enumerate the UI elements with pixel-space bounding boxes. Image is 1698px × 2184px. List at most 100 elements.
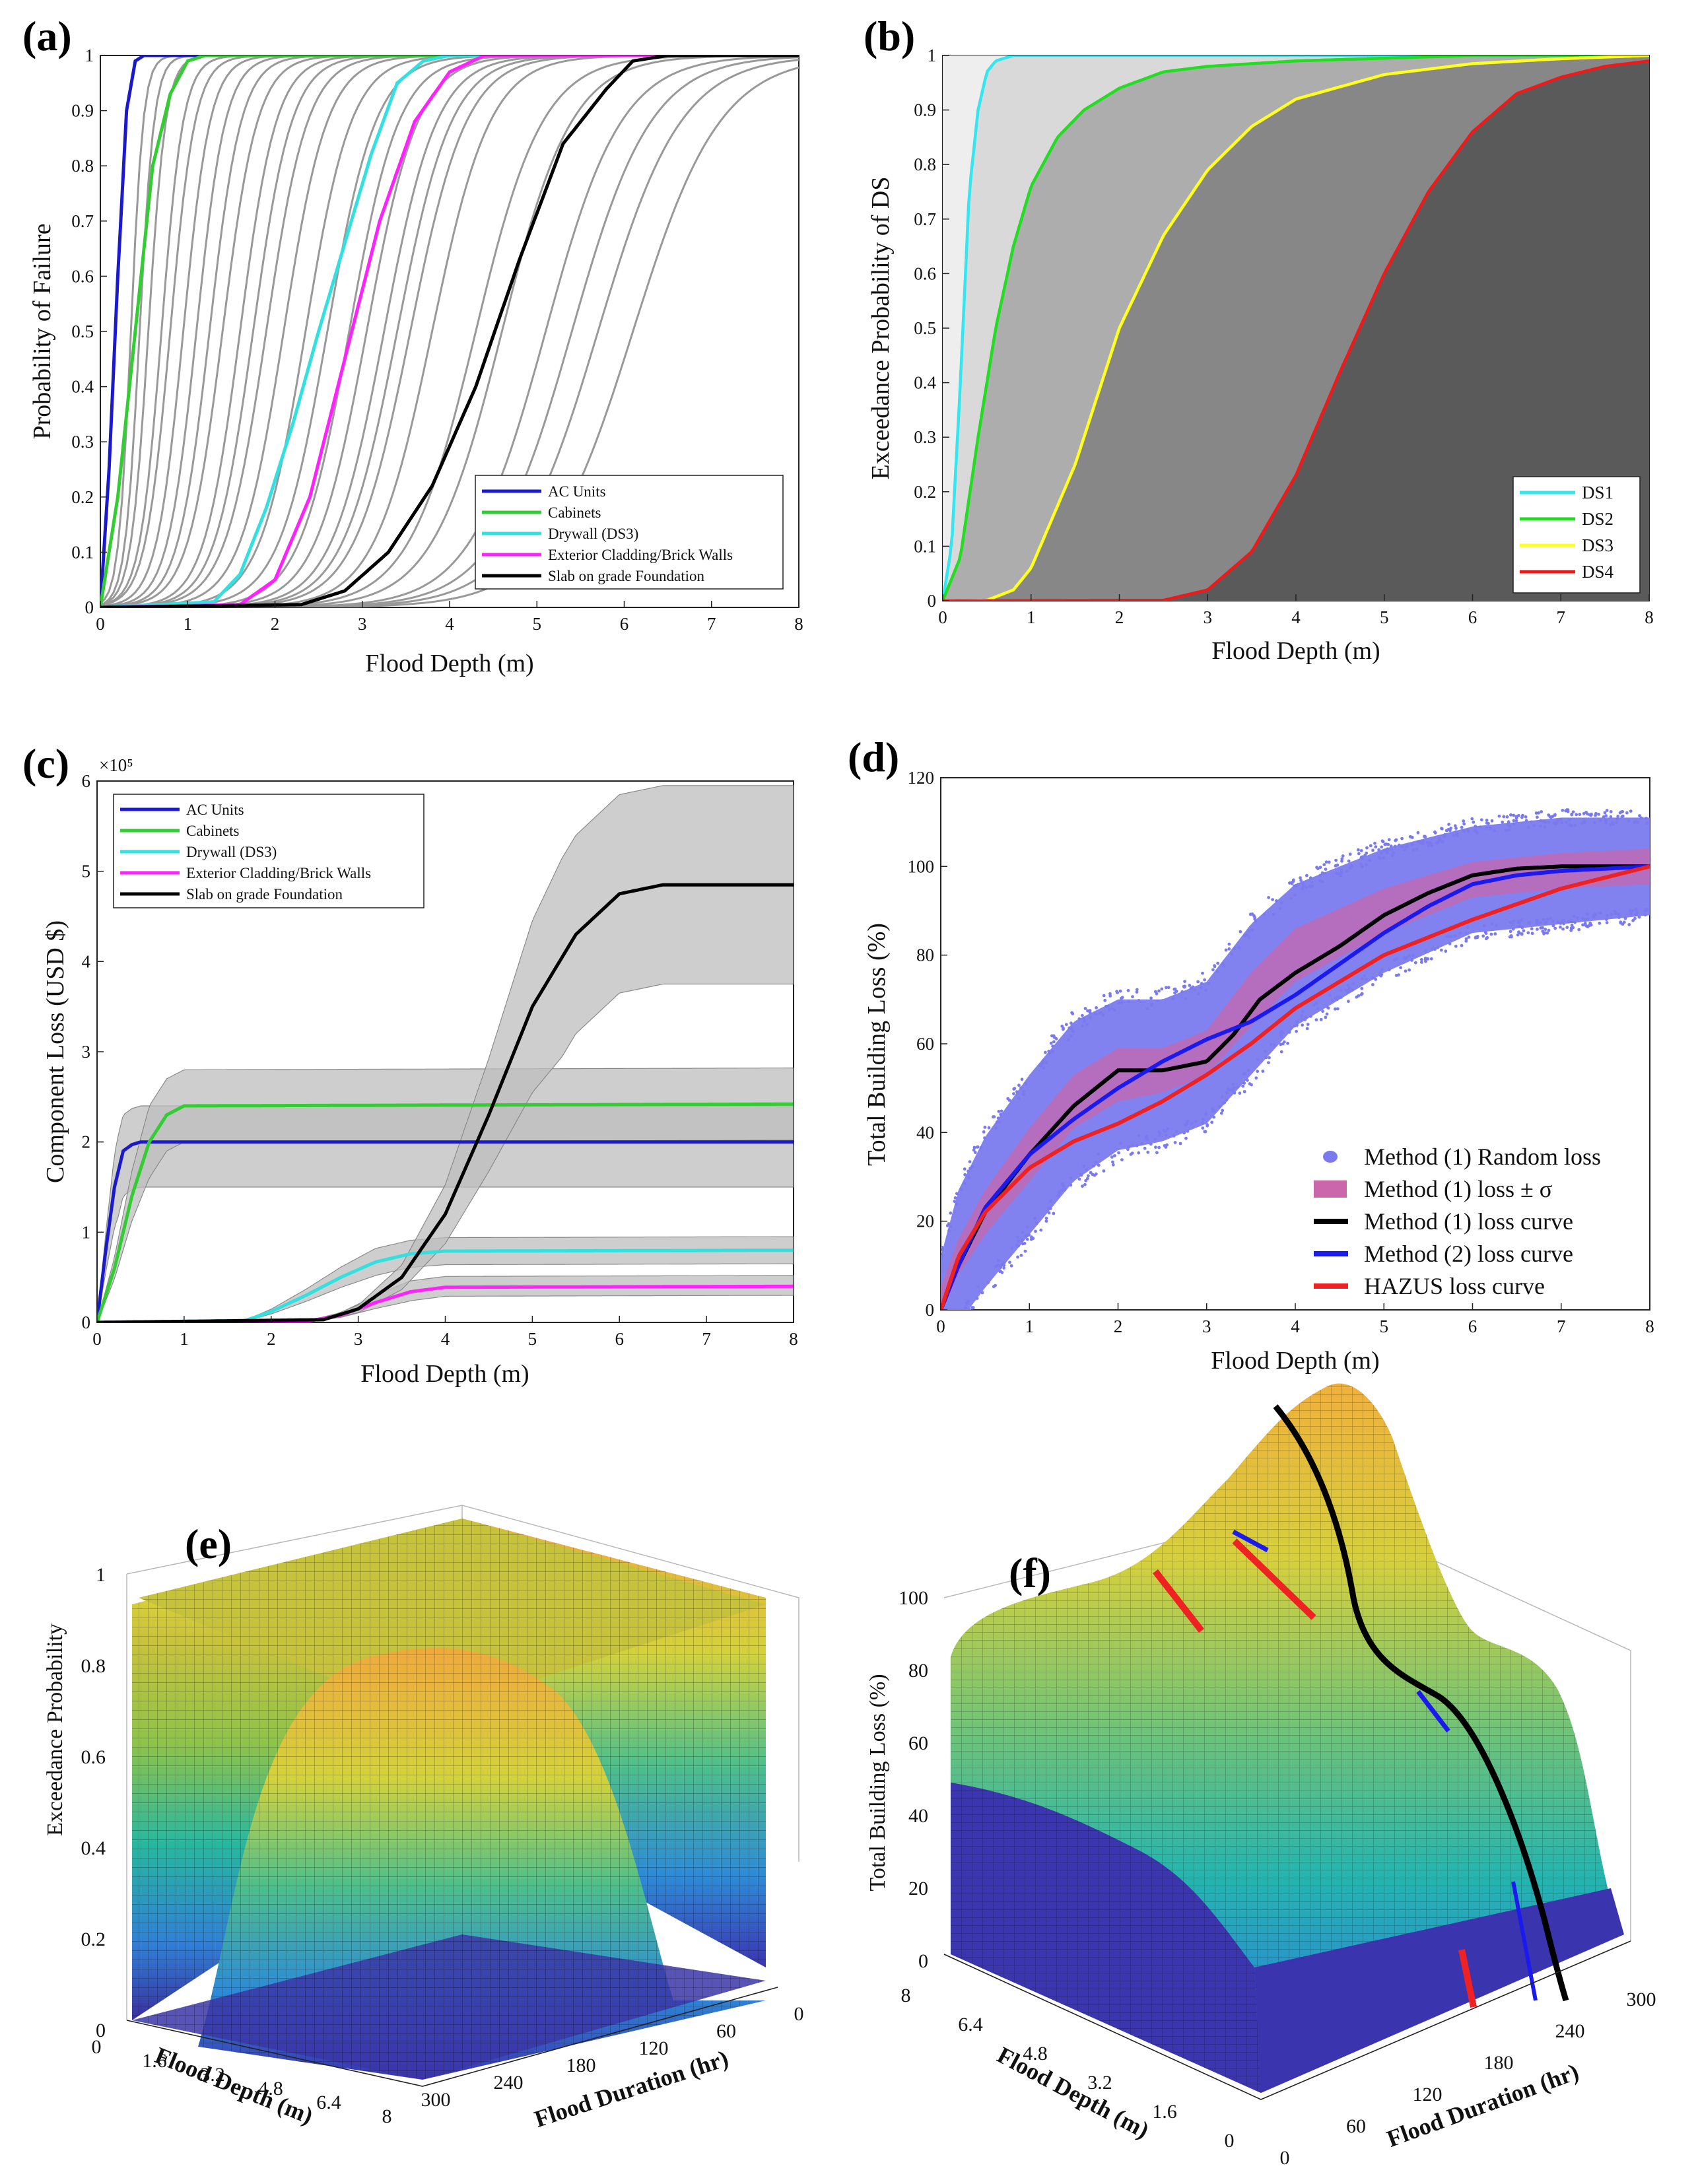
duration-ticks: 0 60 120 180 240 300	[1280, 1989, 1656, 2169]
x-tick-label: 0	[92, 1329, 102, 1349]
random-loss-point	[1340, 868, 1343, 872]
random-loss-point	[1447, 823, 1451, 826]
random-loss-point	[1180, 990, 1184, 994]
random-loss-point	[1102, 1169, 1106, 1173]
random-loss-point	[1429, 957, 1433, 961]
random-loss-point	[1279, 1050, 1283, 1054]
panel-f-label: (f)	[1009, 1550, 1051, 1596]
random-loss-point	[1108, 994, 1112, 998]
legend-entry: DS3	[1582, 535, 1613, 555]
random-loss-point	[1530, 820, 1534, 824]
random-loss-point	[1256, 1058, 1260, 1061]
random-loss-point	[1546, 917, 1550, 921]
random-loss-point	[1390, 848, 1394, 851]
random-loss-point	[949, 1308, 953, 1310]
random-loss-point	[1127, 1145, 1131, 1149]
random-loss-point	[1212, 1115, 1216, 1119]
legend: AC Units Cabinets Drywall (DS3) Exterior Cl…	[475, 475, 784, 590]
y-tick-label: 0.9	[914, 100, 936, 120]
random-loss-point	[1010, 1246, 1013, 1250]
random-loss-point	[1085, 1023, 1089, 1027]
random-loss-point	[1606, 914, 1610, 918]
random-loss-point	[1489, 827, 1492, 831]
random-loss-point	[947, 1229, 951, 1233]
random-loss-point	[1350, 864, 1354, 868]
random-loss-point	[1598, 911, 1602, 915]
random-loss-point	[1146, 1150, 1150, 1154]
random-loss-point	[1444, 949, 1448, 953]
random-loss-point	[1229, 1088, 1232, 1092]
random-loss-point	[1322, 863, 1326, 867]
random-loss-point	[1544, 821, 1547, 824]
random-loss-point	[1608, 823, 1612, 827]
random-loss-point	[1374, 978, 1378, 981]
random-loss-point	[1408, 953, 1411, 957]
random-loss-point	[1305, 1027, 1309, 1031]
axes: 0 1 2 3 4 5 6 7 8 0 0.1 0.2 0.3 0.4 0.5 0.6 0.7 0.8 0.9 1	[914, 46, 1654, 627]
random-loss-point	[1301, 887, 1305, 891]
random-loss-point	[1456, 834, 1460, 837]
random-loss-point	[968, 1167, 972, 1170]
random-loss-point	[1083, 1182, 1087, 1186]
random-loss-point	[941, 1254, 944, 1258]
x-tick-label: 4	[1291, 1316, 1300, 1336]
y-tick-label: 4	[82, 951, 91, 971]
random-loss-point	[1346, 984, 1350, 987]
random-loss-point	[1512, 819, 1516, 823]
random-loss-point	[1309, 1014, 1312, 1018]
random-loss-point	[1292, 884, 1296, 888]
random-loss-point	[1048, 1050, 1052, 1054]
depth-tick-label: 0	[92, 2036, 102, 2058]
random-loss-point	[953, 1196, 957, 1200]
duration-tick-label: 60	[1346, 2115, 1366, 2137]
random-loss-point	[1119, 1142, 1122, 1145]
random-loss-point	[1564, 809, 1568, 813]
random-loss-point	[1555, 822, 1559, 825]
random-loss-point	[1080, 1024, 1084, 1028]
sigma-band	[941, 848, 1650, 1310]
random-loss-point	[970, 1165, 974, 1169]
series-line-ds2	[943, 55, 1649, 601]
x-tick-label: 8	[789, 1329, 798, 1349]
duration-tick-label: 0	[1280, 2147, 1290, 2169]
random-loss-point	[1278, 906, 1282, 910]
random-loss-point	[1135, 1143, 1139, 1147]
random-loss-point	[1408, 835, 1412, 838]
random-loss-point	[1264, 1056, 1268, 1060]
x-tick-label: 2	[1115, 607, 1124, 627]
random-loss-point	[1597, 813, 1601, 816]
random-loss-point	[1219, 1111, 1223, 1115]
panel-a-label: (a)	[22, 13, 72, 59]
random-loss-point	[1035, 1221, 1038, 1225]
random-loss-point	[1071, 1029, 1075, 1033]
series-line-hazus-loss-curve	[941, 864, 1650, 1310]
random-loss-point	[1484, 932, 1488, 936]
random-loss-point	[1272, 912, 1275, 916]
random-loss-point	[1305, 885, 1308, 889]
random-loss-point	[1153, 1137, 1157, 1141]
random-loss-point	[1137, 1134, 1141, 1138]
y-axis-label: Exceedance Probability of DS	[867, 176, 895, 479]
random-loss-point	[945, 1224, 949, 1227]
random-loss-point	[968, 1160, 972, 1163]
x-tick-label: 6	[620, 614, 629, 634]
legend-entry: Cabinets	[186, 823, 240, 839]
y-axis-label: Component Loss (USD $)	[42, 920, 69, 1183]
random-loss-point	[1087, 1174, 1090, 1178]
depth-tick-label: 8	[382, 2105, 392, 2127]
random-loss-point	[1539, 926, 1543, 930]
random-loss-point	[1511, 922, 1515, 926]
random-loss-point	[975, 1297, 979, 1300]
method-1-loss-curve-line	[1273, 1404, 1569, 2002]
z-tick-label: 60	[908, 1732, 928, 1754]
random-loss-point	[1184, 1136, 1188, 1140]
random-loss-point	[1293, 893, 1297, 897]
random-loss-point	[1008, 1260, 1011, 1264]
random-loss-point	[1380, 851, 1383, 854]
random-loss-point	[1241, 1084, 1245, 1088]
random-loss-point	[1110, 1155, 1114, 1159]
random-loss-point	[973, 1151, 977, 1154]
random-loss-point	[1393, 844, 1397, 848]
random-loss-point	[1144, 1135, 1148, 1139]
depth-tick-label: 1.6	[1152, 2101, 1177, 2123]
